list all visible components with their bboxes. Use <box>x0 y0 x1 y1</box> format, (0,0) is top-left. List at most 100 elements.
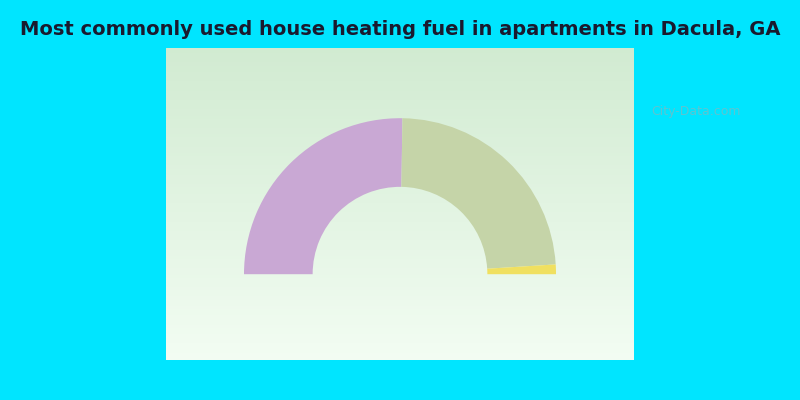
Text: City-Data.com: City-Data.com <box>651 106 741 118</box>
Bar <box>166 341 634 344</box>
Bar <box>166 232 634 235</box>
Bar <box>166 301 634 304</box>
Bar <box>166 348 634 351</box>
Bar <box>166 123 634 126</box>
Bar <box>166 210 634 213</box>
Bar <box>166 329 634 332</box>
Bar <box>166 248 634 251</box>
Bar <box>166 288 634 291</box>
Bar <box>166 238 634 242</box>
Bar <box>166 270 634 273</box>
Bar <box>166 326 634 329</box>
Bar <box>166 216 634 220</box>
Bar <box>166 201 634 204</box>
Bar <box>166 117 634 120</box>
Bar <box>166 285 634 288</box>
Bar <box>166 266 634 270</box>
Bar <box>166 173 634 176</box>
Bar <box>166 132 634 135</box>
Bar <box>166 273 634 276</box>
Bar <box>166 257 634 260</box>
Bar <box>166 294 634 298</box>
Bar <box>166 129 634 132</box>
Bar <box>166 98 634 101</box>
Bar <box>166 357 634 360</box>
Bar <box>166 88 634 92</box>
Bar <box>166 338 634 341</box>
Bar <box>166 332 634 335</box>
Bar <box>166 188 634 192</box>
Bar <box>166 344 634 348</box>
Bar <box>166 198 634 201</box>
Bar <box>166 135 634 138</box>
Bar <box>166 322 634 326</box>
Bar <box>166 160 634 164</box>
Wedge shape <box>487 264 556 274</box>
Bar <box>166 92 634 95</box>
Bar <box>166 86 634 88</box>
Bar <box>166 291 634 294</box>
Bar <box>166 176 634 179</box>
Bar <box>166 138 634 142</box>
Bar <box>166 185 634 188</box>
Bar <box>166 244 634 248</box>
Bar <box>166 120 634 123</box>
Bar <box>166 242 634 244</box>
Bar <box>166 79 634 82</box>
Bar <box>166 354 634 357</box>
Bar <box>166 48 634 51</box>
Bar <box>166 335 634 338</box>
Bar <box>166 60 634 64</box>
Bar <box>166 310 634 313</box>
Bar <box>166 151 634 154</box>
Bar <box>166 126 634 129</box>
Bar <box>166 229 634 232</box>
Bar <box>166 313 634 316</box>
Bar <box>166 76 634 79</box>
Bar <box>166 254 634 257</box>
Bar <box>166 114 634 117</box>
Wedge shape <box>402 118 556 269</box>
Bar <box>166 101 634 104</box>
Bar <box>166 304 634 307</box>
Bar <box>166 70 634 73</box>
Bar <box>166 351 634 354</box>
Bar <box>166 104 634 107</box>
Bar <box>166 164 634 166</box>
Text: Most commonly used house heating fuel in apartments in Dacula, GA: Most commonly used house heating fuel in… <box>20 20 780 39</box>
Bar <box>166 235 634 238</box>
Bar <box>166 166 634 170</box>
Bar <box>166 204 634 207</box>
Bar <box>166 307 634 310</box>
Bar <box>166 157 634 160</box>
Bar <box>166 73 634 76</box>
Bar <box>166 320 634 322</box>
Bar <box>166 276 634 279</box>
Bar <box>166 182 634 185</box>
Bar <box>166 145 634 148</box>
Bar <box>166 54 634 57</box>
Bar <box>166 279 634 282</box>
Bar <box>166 67 634 70</box>
Bar <box>166 57 634 60</box>
Bar <box>166 226 634 229</box>
Bar <box>166 110 634 114</box>
Bar <box>166 220 634 223</box>
Wedge shape <box>244 118 402 274</box>
Bar <box>166 51 634 54</box>
Bar <box>166 154 634 157</box>
Bar <box>166 251 634 254</box>
Bar <box>166 179 634 182</box>
Bar <box>166 148 634 151</box>
Bar <box>166 223 634 226</box>
Bar <box>166 192 634 195</box>
Bar <box>166 263 634 266</box>
Bar <box>166 82 634 86</box>
Bar <box>166 170 634 173</box>
Bar <box>166 282 634 285</box>
Bar <box>166 207 634 210</box>
Bar <box>166 316 634 320</box>
Bar <box>166 213 634 216</box>
Bar <box>166 298 634 301</box>
Bar <box>166 142 634 145</box>
